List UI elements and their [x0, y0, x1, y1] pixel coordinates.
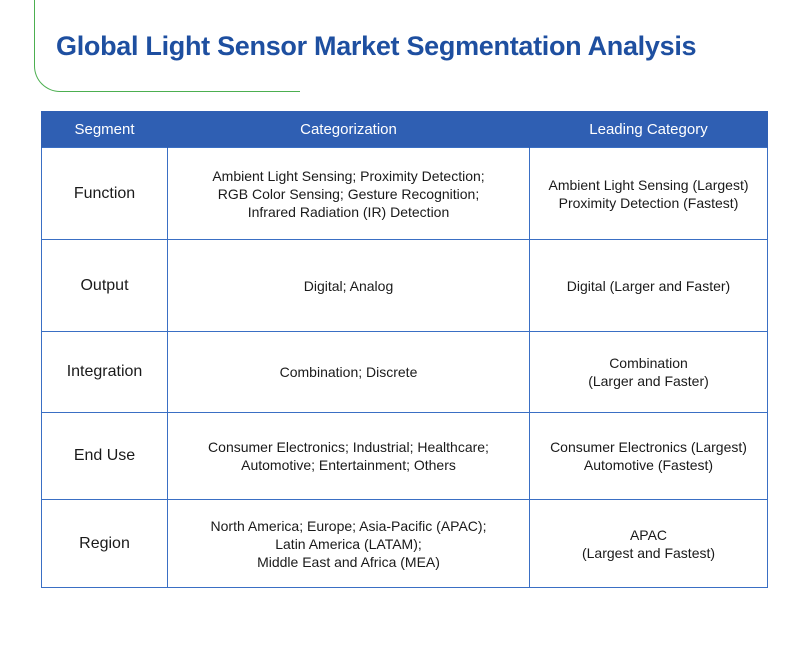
cell-line: North America; Europe; Asia-Pacific (APA… — [210, 517, 487, 534]
cell-line: Digital; Analog — [303, 277, 394, 294]
categorization-cell: Consumer Electronics; Industrial; Health… — [167, 412, 530, 500]
cell-line: Middle East and Africa (MEA) — [257, 553, 440, 570]
categorization-cell: North America; Europe; Asia-Pacific (APA… — [167, 499, 530, 588]
header-segment: Segment — [41, 111, 168, 148]
segment-cell: Output — [41, 239, 168, 332]
segment-cell: Integration — [41, 331, 168, 413]
cell-line: (Larger and Faster) — [588, 373, 709, 389]
leading-category-cell: APAC (Largest and Fastest) — [529, 499, 768, 588]
leading-category-cell: Consumer Electronics (Largest) Automotiv… — [529, 412, 768, 500]
segmentation-table: Segment Categorization Leading Category … — [41, 111, 768, 588]
page-title: Global Light Sensor Market Segmentation … — [56, 31, 697, 61]
segment-cell: End Use — [41, 412, 168, 500]
cell-line: Automotive; Entertainment; Others — [241, 457, 456, 473]
header-categorization: Categorization — [167, 111, 530, 148]
leading-category-cell: Digital (Larger and Faster) — [529, 239, 768, 332]
cell-line: (Largest and Fastest) — [581, 544, 716, 561]
cell-line: Proximity Detection (Fastest) — [558, 194, 739, 211]
categorization-cell: Combination; Discrete — [167, 331, 530, 413]
title-bracket-decoration — [34, 0, 300, 92]
table-row: End Use Consumer Electronics; Industrial… — [41, 412, 768, 500]
cell-line: Combination — [609, 355, 688, 371]
cell-line: Infrared Radiation (IR) Detection — [247, 203, 450, 220]
cell-line: Consumer Electronics (Largest) — [550, 439, 747, 455]
cell-line: Consumer Electronics; Industrial; Health… — [208, 439, 489, 455]
leading-category-cell: Ambient Light Sensing (Largest) Proximit… — [529, 147, 768, 240]
categorization-cell: Ambient Light Sensing; Proximity Detecti… — [167, 147, 530, 240]
table-row: Integration Combination; Discrete Combin… — [41, 331, 768, 413]
categorization-cell: Digital; Analog — [167, 239, 530, 332]
table-row: Output Digital; Analog Digital (Larger a… — [41, 239, 768, 332]
cell-line: Combination; Discrete — [279, 364, 418, 380]
cell-line: Ambient Light Sensing (Largest) — [548, 176, 749, 193]
cell-line: APAC — [629, 526, 668, 543]
header-leading-category: Leading Category — [529, 111, 768, 148]
leading-category-cell: Combination (Larger and Faster) — [529, 331, 768, 413]
table-header-row: Segment Categorization Leading Category — [41, 111, 768, 148]
table-row: Region North America; Europe; Asia-Pacif… — [41, 499, 768, 588]
segment-cell: Function — [41, 147, 168, 240]
cell-line: Latin America (LATAM); — [275, 535, 422, 552]
cell-line: Automotive (Fastest) — [583, 457, 714, 473]
cell-line: Ambient Light Sensing; Proximity Detecti… — [212, 167, 485, 184]
cell-line: Digital (Larger and Faster) — [566, 277, 731, 294]
segment-cell: Region — [41, 499, 168, 588]
table-row: Function Ambient Light Sensing; Proximit… — [41, 147, 768, 240]
cell-line: RGB Color Sensing; Gesture Recognition; — [217, 185, 480, 202]
